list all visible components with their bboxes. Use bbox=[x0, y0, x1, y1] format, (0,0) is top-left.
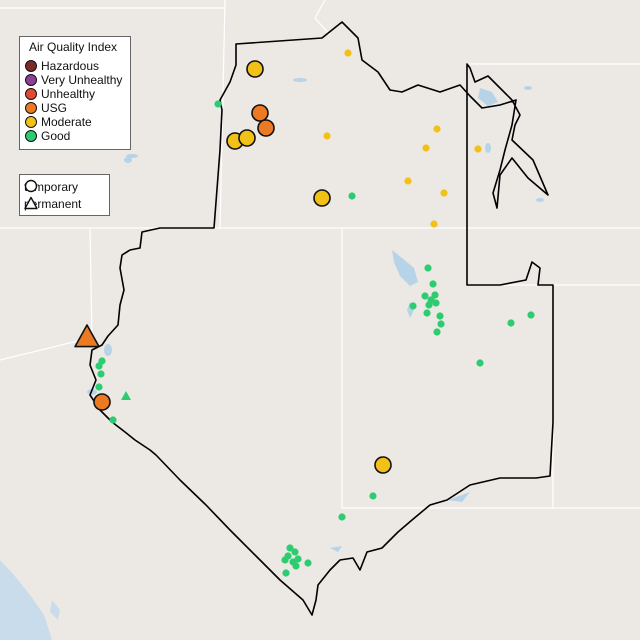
temporary-monitor-marker[interactable] bbox=[437, 320, 445, 328]
moderate-swatch bbox=[25, 116, 37, 128]
legend-label: Moderate bbox=[41, 115, 92, 129]
lake-f bbox=[536, 198, 544, 202]
temporary-monitor-marker[interactable] bbox=[257, 119, 275, 137]
legend-label: Unhealthy bbox=[41, 87, 96, 101]
pacific-ocean bbox=[0, 560, 52, 640]
legend-label: Hazardous bbox=[41, 59, 100, 73]
legend-label: permanent bbox=[24, 197, 82, 211]
temporary-monitor-marker[interactable] bbox=[292, 562, 300, 570]
legend-item-unhealthy: Unhealthy bbox=[25, 87, 95, 101]
study-region-outline bbox=[89, 21, 554, 616]
monitor-type-legend: temporary permanent bbox=[19, 174, 110, 216]
temporary-monitor-marker[interactable] bbox=[423, 309, 431, 317]
temporary-monitor-marker[interactable] bbox=[251, 104, 269, 122]
temporary-monitor-marker[interactable] bbox=[304, 559, 312, 567]
aqi-legend: Air Quality Index Hazardous Very Unhealt… bbox=[19, 36, 131, 150]
temporary-monitor-marker[interactable] bbox=[97, 370, 105, 378]
temporary-monitor-marker[interactable] bbox=[95, 362, 103, 370]
temporary-monitor-marker[interactable] bbox=[282, 569, 290, 577]
temporary-monitor-marker[interactable] bbox=[409, 302, 417, 310]
temporary-monitor-marker[interactable] bbox=[424, 264, 432, 272]
temporary-monitor-marker[interactable] bbox=[95, 383, 103, 391]
temporary-monitor-marker[interactable] bbox=[109, 416, 117, 424]
temporary-monitor-marker[interactable] bbox=[313, 189, 331, 207]
temporary-monitor-marker[interactable] bbox=[507, 319, 515, 327]
temporary-monitor-marker[interactable] bbox=[431, 291, 439, 299]
lake-tahoe bbox=[104, 344, 112, 356]
temporary-monitor-marker[interactable] bbox=[429, 280, 437, 288]
lakes bbox=[87, 78, 544, 552]
temporary-monitor-marker[interactable] bbox=[286, 544, 294, 552]
temporary-monitor-marker[interactable] bbox=[432, 299, 440, 307]
legend-label: Good bbox=[41, 129, 71, 143]
legend-item-very-unhealthy: Very Unhealthy bbox=[25, 73, 122, 87]
bay-water bbox=[50, 600, 60, 620]
temporary-monitor-marker[interactable] bbox=[246, 60, 264, 78]
yellowstone-lake bbox=[478, 88, 498, 106]
legend-item-hazardous: Hazardous bbox=[25, 59, 99, 73]
legend-item-good: Good bbox=[25, 129, 70, 143]
temporary-monitor-marker[interactable] bbox=[291, 548, 299, 556]
legend-item-moderate: Moderate bbox=[25, 115, 92, 129]
temporary-monitor-marker[interactable] bbox=[281, 556, 289, 564]
temporary-monitor-marker[interactable] bbox=[404, 177, 412, 185]
circle-icon bbox=[24, 179, 38, 193]
usg-swatch bbox=[25, 102, 37, 114]
jackson-lake bbox=[485, 143, 491, 153]
legend-item-temporary: temporary bbox=[24, 179, 78, 195]
temporary-monitor-marker[interactable] bbox=[440, 189, 448, 197]
permanent-monitor-marker[interactable] bbox=[74, 324, 100, 348]
lake-b bbox=[126, 154, 138, 158]
legend-label: Very Unhealthy bbox=[41, 73, 123, 87]
aqi-legend-title: Air Quality Index bbox=[29, 40, 118, 54]
temporary-monitor-marker[interactable] bbox=[344, 49, 352, 57]
lake-mead bbox=[330, 546, 342, 552]
temporary-monitor-marker[interactable] bbox=[421, 292, 429, 300]
lake-a bbox=[293, 78, 307, 82]
temporary-monitor-marker[interactable] bbox=[93, 393, 111, 411]
temporary-monitor-marker[interactable] bbox=[214, 100, 222, 108]
temporary-monitor-marker[interactable] bbox=[338, 513, 346, 521]
legend-label: temporary bbox=[24, 180, 79, 194]
great-salt-lake bbox=[392, 250, 418, 286]
lake-powell bbox=[448, 492, 470, 502]
temporary-monitor-marker[interactable] bbox=[369, 492, 377, 500]
temporary-monitor-marker[interactable] bbox=[323, 132, 331, 140]
utah-lake bbox=[407, 302, 414, 318]
legend-item-permanent: permanent bbox=[24, 196, 81, 212]
temporary-monitor-marker[interactable] bbox=[436, 312, 444, 320]
temporary-monitor-marker[interactable] bbox=[527, 311, 535, 319]
good-swatch bbox=[25, 130, 37, 142]
legend-item-usg: USG bbox=[25, 101, 67, 115]
temporary-monitor-marker[interactable] bbox=[474, 145, 482, 153]
temporary-monitor-marker[interactable] bbox=[433, 328, 441, 336]
permanent-monitor-marker[interactable] bbox=[121, 391, 131, 400]
temporary-monitor-marker[interactable] bbox=[348, 192, 356, 200]
triangle-icon bbox=[24, 196, 38, 210]
temporary-monitor-marker[interactable] bbox=[238, 129, 256, 147]
temporary-monitor-marker[interactable] bbox=[430, 220, 438, 228]
temporary-monitor-marker[interactable] bbox=[425, 301, 433, 309]
hazardous-swatch bbox=[25, 60, 37, 72]
temporary-monitor-marker[interactable] bbox=[422, 144, 430, 152]
legend-label: USG bbox=[41, 101, 68, 115]
lake-c bbox=[124, 157, 132, 163]
temporary-monitor-marker[interactable] bbox=[374, 456, 392, 474]
very-unhealthy-swatch bbox=[25, 74, 37, 86]
temporary-monitor-marker[interactable] bbox=[476, 359, 484, 367]
temporary-monitor-marker[interactable] bbox=[433, 125, 441, 133]
unhealthy-swatch bbox=[25, 88, 37, 100]
lake-e bbox=[524, 86, 532, 90]
